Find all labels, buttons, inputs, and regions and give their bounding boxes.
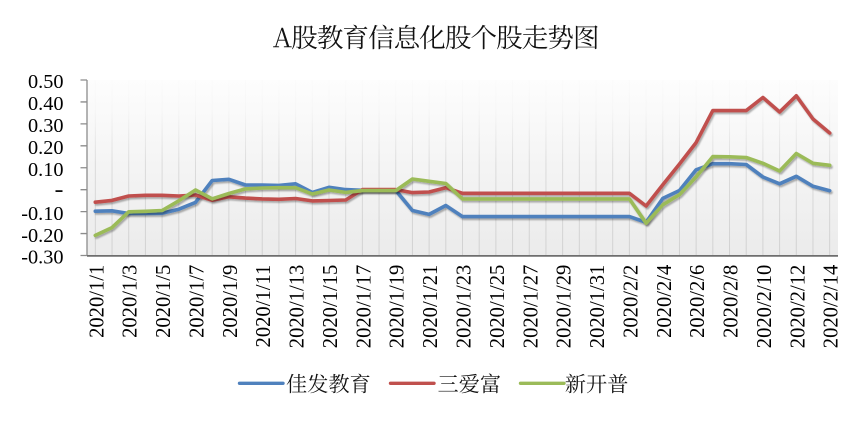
svg-text:2020/2/4: 2020/2/4 [654, 265, 676, 338]
svg-text:-0.10: -0.10 [21, 203, 63, 225]
svg-text:2020/1/19: 2020/1/19 [387, 265, 409, 349]
svg-text:2020/1/11: 2020/1/11 [253, 265, 275, 348]
svg-text:0.30: 0.30 [28, 115, 64, 137]
svg-text:2020/2/14: 2020/2/14 [821, 265, 843, 349]
svg-text:2020/1/3: 2020/1/3 [120, 265, 142, 338]
svg-text:0.40: 0.40 [28, 93, 64, 115]
svg-text:2020/2/8: 2020/2/8 [721, 265, 743, 338]
svg-text:2020/2/6: 2020/2/6 [687, 265, 709, 338]
svg-text:2020/1/13: 2020/1/13 [287, 265, 309, 349]
svg-text:2020/2/12: 2020/2/12 [787, 265, 809, 349]
svg-text:2020/1/25: 2020/1/25 [487, 265, 509, 349]
svg-text:0.10: 0.10 [28, 159, 64, 181]
svg-text:2020/1/21: 2020/1/21 [420, 265, 442, 349]
svg-text:0.20: 0.20 [28, 137, 64, 159]
svg-text:2020/1/27: 2020/1/27 [520, 265, 542, 349]
svg-text:2020/1/23: 2020/1/23 [454, 265, 476, 349]
svg-text:-0.30: -0.30 [21, 247, 63, 269]
svg-text:2020/2/2: 2020/2/2 [620, 265, 642, 338]
svg-text:0.50: 0.50 [28, 71, 64, 93]
svg-text:2020/1/31: 2020/1/31 [587, 265, 609, 349]
svg-text:2020/1/1: 2020/1/1 [86, 265, 108, 338]
svg-text:2020/1/29: 2020/1/29 [554, 265, 576, 349]
svg-text:2020/1/7: 2020/1/7 [187, 265, 209, 338]
svg-text:2020/1/17: 2020/1/17 [353, 265, 375, 349]
svg-text:2020/2/10: 2020/2/10 [754, 265, 776, 349]
svg-text:2020/1/9: 2020/1/9 [220, 265, 242, 338]
svg-text:2020/1/5: 2020/1/5 [153, 265, 175, 338]
svg-text:2020/1/15: 2020/1/15 [320, 265, 342, 349]
svg-text:-0.20: -0.20 [21, 225, 63, 247]
